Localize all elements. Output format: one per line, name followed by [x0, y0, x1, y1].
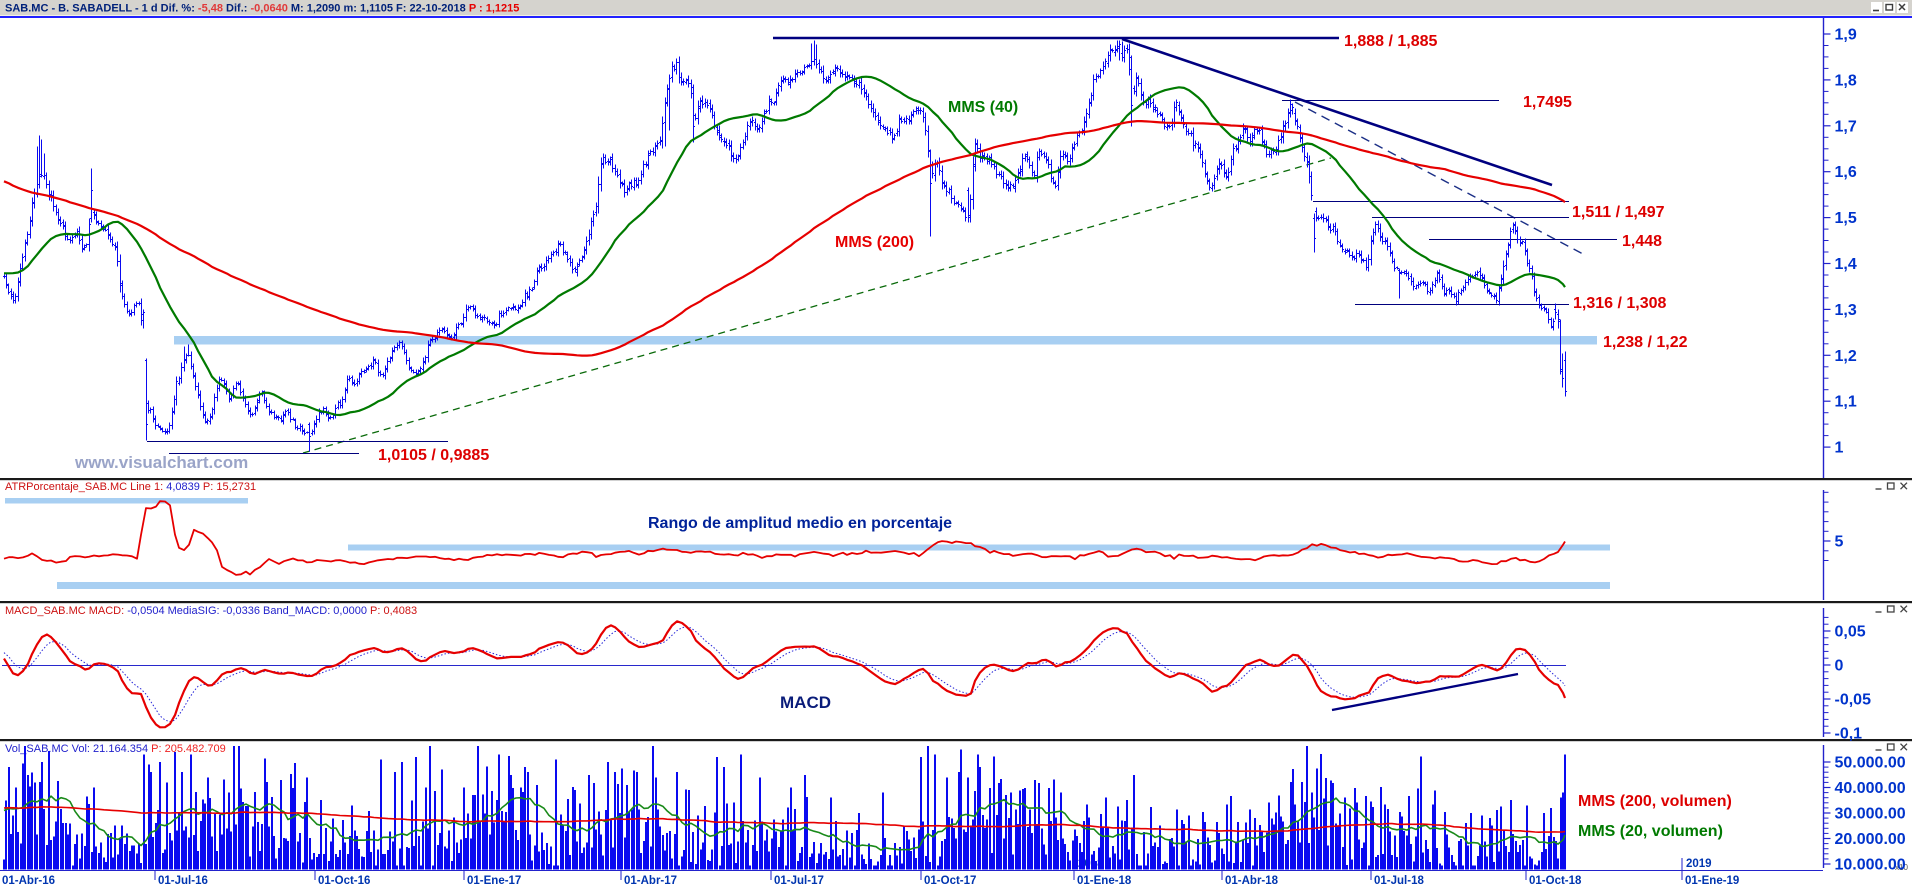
svg-text:SAB.MC - B. SABADELL - 1 d D: SAB.MC - B. SABADELL - 1 d Dif. %: -5,48…: [5, 3, 519, 15]
svg-text:0: 0: [1835, 658, 1844, 675]
svg-text:10.000.00: 10.000.00: [1835, 857, 1906, 874]
svg-text:30.000.00: 30.000.00: [1835, 806, 1906, 823]
svg-text:1,3: 1,3: [1835, 302, 1857, 319]
svg-text:01-Abr-16: 01-Abr-16: [2, 875, 55, 887]
svg-text:2019: 2019: [1686, 858, 1712, 870]
svg-text:MACD_SAB.MC MACD: -0,0504 Me: MACD_SAB.MC MACD: -0,0504 MediaSIG: -0,0…: [5, 605, 417, 617]
svg-text:MMS (20, volumen): MMS (20, volumen): [1578, 823, 1723, 840]
svg-text:20.000.00: 20.000.00: [1835, 831, 1906, 848]
svg-text:1,0105 / 0,9885: 1,0105 / 0,9885: [378, 447, 489, 464]
svg-text:1: 1: [1835, 440, 1844, 457]
svg-text:1,7495: 1,7495: [1523, 94, 1572, 111]
svg-text:01-Oct-17: 01-Oct-17: [924, 875, 976, 887]
svg-text:1,316 / 1,308: 1,316 / 1,308: [1573, 295, 1667, 312]
svg-text:MMS (200, volumen): MMS (200, volumen): [1578, 793, 1732, 810]
svg-text:01-Abr-18: 01-Abr-18: [1225, 875, 1279, 887]
svg-text:Vol_SAB.MC Vol: 21.164.354 P: Vol_SAB.MC Vol: 21.164.354 P: 205.482.70…: [5, 743, 226, 755]
svg-text:MACD: MACD: [780, 693, 831, 712]
svg-text:1,6: 1,6: [1835, 164, 1857, 181]
svg-text:1,1: 1,1: [1835, 394, 1857, 411]
svg-text:01-Ene-19: 01-Ene-19: [1685, 875, 1739, 887]
svg-text:-0,1: -0,1: [1835, 726, 1863, 743]
svg-text:MMS (200): MMS (200): [835, 234, 914, 251]
svg-text:1,2: 1,2: [1835, 348, 1857, 365]
svg-text:Rango de amplitud medio en por: Rango de amplitud medio en porcentaje: [648, 515, 952, 532]
svg-text:01-Jul-17: 01-Jul-17: [774, 875, 824, 887]
svg-text:01-Jul-18: 01-Jul-18: [1374, 875, 1424, 887]
svg-text:-0,05: -0,05: [1835, 692, 1872, 709]
svg-text:01-Oct-16: 01-Oct-16: [318, 875, 370, 887]
svg-text:1,888 / 1,885: 1,888 / 1,885: [1344, 33, 1438, 50]
svg-text:1,511 / 1,497: 1,511 / 1,497: [1572, 204, 1665, 221]
svg-text:1,4: 1,4: [1835, 256, 1857, 273]
svg-text:01-Abr-17: 01-Abr-17: [624, 875, 677, 887]
svg-text:1,448: 1,448: [1622, 233, 1662, 250]
svg-text:1,238 / 1,22: 1,238 / 1,22: [1603, 334, 1688, 351]
svg-text:ATRPorcentaje_SAB.MC Line 1:: ATRPorcentaje_SAB.MC Line 1: 4,0839 P: 1…: [5, 481, 256, 493]
svg-text:50.000.00: 50.000.00: [1835, 755, 1906, 772]
svg-text:MMS (40): MMS (40): [948, 99, 1018, 116]
svg-text:1,9: 1,9: [1835, 27, 1857, 44]
svg-text:40.000.00: 40.000.00: [1835, 780, 1906, 797]
svg-text:x10: x10: [1895, 863, 1908, 872]
svg-text:5: 5: [1835, 534, 1844, 551]
svg-text:0,05: 0,05: [1835, 624, 1866, 641]
svg-text:1,7: 1,7: [1835, 118, 1857, 135]
svg-text:01-Ene-17: 01-Ene-17: [467, 875, 521, 887]
svg-text:01-Oct-18: 01-Oct-18: [1529, 875, 1582, 887]
svg-text:1,5: 1,5: [1835, 210, 1857, 227]
svg-text:www.visualchart.com: www.visualchart.com: [74, 453, 248, 472]
svg-text:01-Jul-16: 01-Jul-16: [158, 875, 208, 887]
svg-text:01-Ene-18: 01-Ene-18: [1077, 875, 1132, 887]
svg-text:1,8: 1,8: [1835, 72, 1857, 89]
